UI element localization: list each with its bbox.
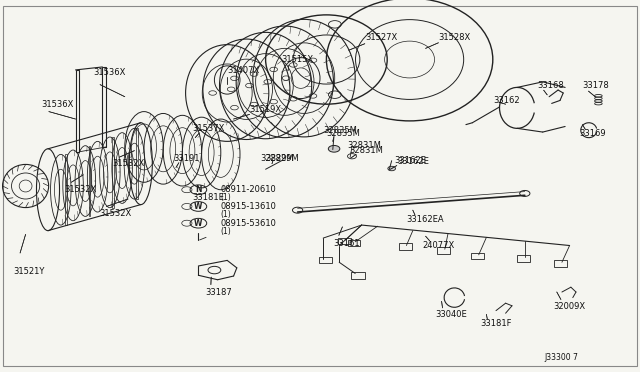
- Bar: [338, 238, 351, 244]
- Text: 08911-20610: 08911-20610: [221, 185, 276, 194]
- Text: 33169: 33169: [579, 129, 606, 138]
- Text: 33191: 33191: [173, 154, 199, 163]
- Text: 24077X: 24077X: [422, 241, 454, 250]
- Text: 33162E: 33162E: [394, 156, 426, 165]
- Text: 08915-53610: 08915-53610: [221, 219, 276, 228]
- Text: W: W: [194, 219, 203, 228]
- Text: (1): (1): [221, 227, 232, 235]
- Bar: [437, 247, 450, 254]
- Text: (1): (1): [221, 210, 232, 219]
- Bar: [517, 255, 530, 262]
- Bar: [136, 128, 138, 199]
- Bar: [399, 243, 412, 250]
- Text: J33300 7: J33300 7: [544, 353, 578, 362]
- Text: 31532X: 31532X: [99, 209, 131, 218]
- Text: 32009X: 32009X: [554, 302, 586, 311]
- Text: 33040E: 33040E: [435, 310, 467, 319]
- Text: 31537X: 31537X: [192, 124, 225, 133]
- Circle shape: [328, 145, 340, 152]
- Text: 31536X: 31536X: [93, 68, 125, 77]
- Text: 33162E: 33162E: [397, 157, 429, 166]
- Text: 33168: 33168: [538, 81, 564, 90]
- Text: 31515X: 31515X: [282, 55, 314, 64]
- Bar: [88, 146, 90, 217]
- Text: 33162: 33162: [493, 96, 520, 105]
- Text: 33178: 33178: [582, 81, 609, 90]
- Bar: [76, 70, 79, 152]
- Text: 33181F: 33181F: [480, 319, 511, 328]
- Bar: [65, 154, 67, 225]
- Text: 31532X: 31532X: [112, 159, 144, 168]
- Text: 32831M: 32831M: [347, 141, 381, 150]
- Text: 32831M: 32831M: [349, 146, 383, 155]
- Bar: [319, 257, 332, 263]
- Text: 32829M: 32829M: [266, 154, 300, 163]
- Bar: [471, 253, 484, 259]
- Text: 31532X: 31532X: [64, 185, 96, 194]
- Text: 33162EA: 33162EA: [406, 215, 444, 224]
- Text: 31521Y: 31521Y: [13, 267, 44, 276]
- Text: 33161: 33161: [333, 239, 360, 248]
- Text: (1): (1): [221, 193, 232, 202]
- Text: 31527X: 31527X: [365, 33, 397, 42]
- Text: 32835M: 32835M: [326, 129, 360, 138]
- Text: 33187: 33187: [205, 288, 232, 296]
- Text: 32835M: 32835M: [323, 126, 357, 135]
- Bar: [113, 137, 115, 208]
- Text: W: W: [194, 202, 203, 211]
- Text: 31519X: 31519X: [250, 105, 282, 114]
- Text: 33181E: 33181E: [192, 193, 224, 202]
- Text: N: N: [195, 185, 202, 194]
- Text: 31536X: 31536X: [42, 100, 74, 109]
- Text: 31528X: 31528X: [438, 33, 470, 42]
- Bar: [102, 67, 106, 147]
- Bar: [348, 240, 360, 246]
- Text: 08915-13610: 08915-13610: [221, 202, 276, 211]
- Bar: [351, 272, 365, 279]
- Text: 32829M: 32829M: [260, 154, 294, 163]
- Text: 31407X: 31407X: [227, 66, 259, 75]
- Circle shape: [388, 166, 396, 171]
- Bar: [554, 260, 567, 267]
